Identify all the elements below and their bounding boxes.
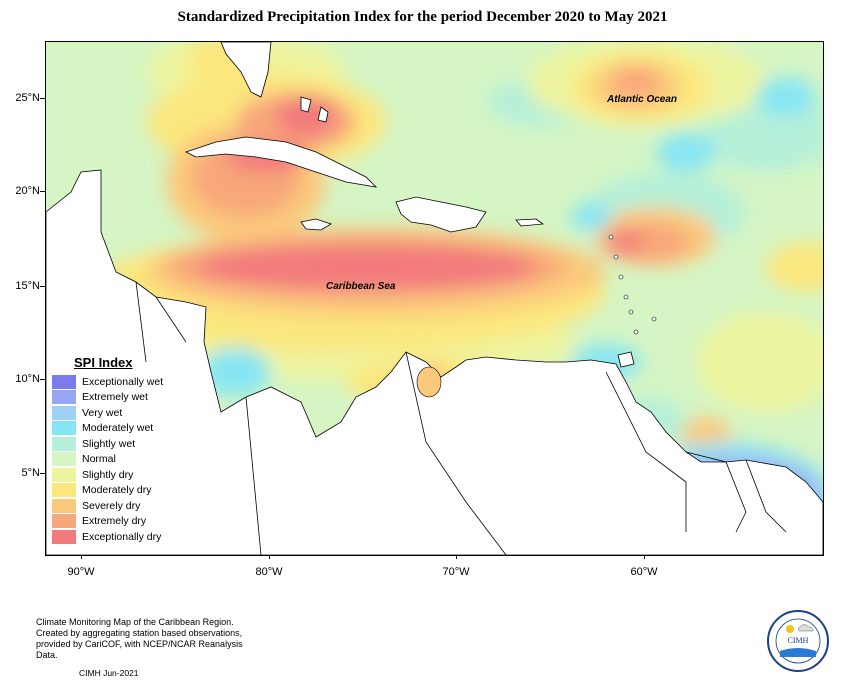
legend-label: Normal: [82, 453, 116, 466]
lat-tick-mark: [40, 191, 45, 192]
legend-swatch: [52, 514, 76, 529]
legend-item: Slightly wet: [52, 436, 172, 452]
country-borders: [135, 281, 787, 555]
lon-tick-label: 90°W: [67, 566, 95, 578]
legend-swatch: [52, 390, 76, 405]
legend-item: Exceptionally dry: [52, 529, 172, 545]
legend-item: Moderately wet: [52, 421, 172, 437]
legend-swatch: [52, 452, 76, 467]
legend-swatch: [52, 483, 76, 498]
lon-tick-mark: [81, 554, 82, 559]
legend-label: Extremely wet: [82, 391, 148, 404]
lat-tick-label: 10°N: [15, 373, 40, 385]
lat-tick-mark: [40, 98, 45, 99]
lat-tick-label: 25°N: [15, 92, 40, 104]
land-masses: [46, 42, 823, 555]
legend-item: Very wet: [52, 405, 172, 421]
legend-item: Moderately dry: [52, 483, 172, 499]
legend-label: Moderately dry: [82, 484, 152, 497]
lat-tick-label: 15°N: [15, 280, 40, 292]
lat-tick-mark: [40, 286, 45, 287]
legend-swatch: [52, 405, 76, 420]
spi-map-canvas: [46, 42, 823, 555]
legend-swatch: [52, 467, 76, 482]
caribbean-sea-label: Caribbean Sea: [326, 281, 396, 292]
footer-line: Created by aggregating station based obs…: [36, 628, 243, 638]
legend-item: Slightly dry: [52, 467, 172, 483]
footer-notes: Climate Monitoring Map of the Caribbean …: [36, 617, 266, 661]
logo-text: CIMH: [788, 636, 809, 645]
lat-tick-label: 5°N: [21, 467, 40, 479]
legend-swatch: [52, 498, 76, 513]
lon-tick-mark: [269, 554, 270, 559]
lat-tick-label: 20°N: [15, 185, 40, 197]
cimh-logo: CIMH: [767, 610, 829, 672]
legend-label: Exceptionally dry: [82, 530, 162, 543]
legend-label: Slightly dry: [82, 468, 134, 481]
footer-line: provided by CariCOF, with NCEP/NCAR Rean…: [36, 639, 243, 660]
legend-swatch: [52, 421, 76, 436]
legend-item: Extremely dry: [52, 514, 172, 530]
lat-tick-mark: [40, 473, 45, 474]
lesser-antilles: [608, 234, 657, 335]
lon-tick-label: 60°W: [630, 566, 658, 578]
legend-label: Extremely dry: [82, 515, 147, 528]
legend-title: SPI Index: [74, 355, 133, 370]
legend-item: Exceptionally wet: [52, 374, 172, 390]
legend-item: Extremely wet: [52, 390, 172, 406]
atlantic-ocean-label: Atlantic Ocean: [607, 94, 678, 105]
footer-code: CIMH Jun-2021: [79, 668, 139, 678]
lon-tick-label: 80°W: [255, 566, 283, 578]
map-title: Standardized Precipitation Index for the…: [177, 9, 668, 25]
legend-label: Severely dry: [82, 499, 141, 512]
legend-swatch: [52, 436, 76, 451]
legend-item: Severely dry: [52, 498, 172, 514]
legend-swatch: [52, 374, 76, 389]
footer-line: Climate Monitoring Map of the Caribbean …: [36, 617, 234, 627]
legend-item: Normal: [52, 452, 172, 468]
legend-label: Very wet: [82, 406, 123, 419]
legend-items: Exceptionally wet Extremely wet Very wet Mo…: [52, 374, 172, 545]
lon-tick-label: 70°W: [442, 566, 470, 578]
spi-map: [45, 41, 824, 556]
lon-tick-mark: [456, 554, 457, 559]
lon-tick-mark: [644, 554, 645, 559]
legend-label: Slightly wet: [82, 437, 136, 450]
legend: SPI Index Exceptionally wet Extremely wet…: [52, 355, 172, 545]
legend-label: Moderately wet: [82, 422, 154, 435]
legend-label: Exceptionally wet: [82, 375, 164, 388]
lat-tick-mark: [40, 379, 45, 380]
legend-swatch: [52, 529, 76, 544]
